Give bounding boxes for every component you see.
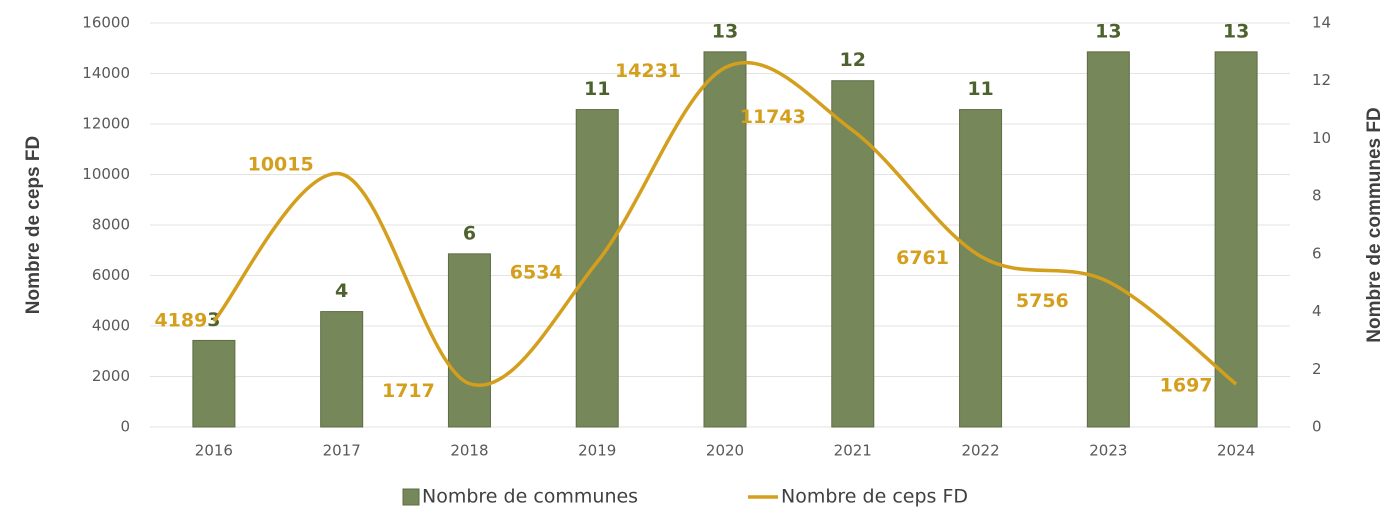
legend-swatch [402, 488, 420, 506]
line-label: 10015 [248, 154, 314, 176]
y2-tick-label: 8 [1312, 187, 1322, 205]
y-tick-label: 6000 [92, 266, 130, 284]
legend-label: Nombre de communes [422, 486, 638, 508]
y-tick-label: 0 [120, 418, 130, 436]
line-label: 14231 [615, 60, 681, 82]
y-tick-label: 2000 [92, 367, 130, 385]
y-tick-label: 14000 [82, 64, 130, 82]
x-tick-label: 2017 [323, 442, 361, 460]
bar [447, 253, 491, 428]
x-tick-label: 2023 [1089, 442, 1127, 460]
y-tick-label: 4000 [92, 317, 130, 335]
line-label: 5756 [1016, 290, 1069, 312]
y2-tick-label: 12 [1312, 71, 1331, 89]
y-tick-label: 10000 [82, 165, 130, 183]
bar [831, 80, 875, 428]
y-tick-label: 16000 [82, 14, 130, 32]
bar [192, 339, 236, 428]
bar-label: 6 [463, 222, 476, 244]
x-tick-label: 2018 [450, 442, 488, 460]
bar-label: 13 [1095, 20, 1121, 42]
x-tick-label: 2016 [195, 442, 233, 460]
bar [575, 109, 619, 428]
bar-label: 12 [840, 49, 866, 71]
bar-label: 11 [584, 78, 610, 100]
bar-label: 4 [335, 280, 348, 302]
y2-tick-label: 14 [1312, 14, 1331, 32]
bar-label: 13 [712, 20, 738, 42]
line-label: 1697 [1160, 375, 1213, 397]
y2-tick-label: 6 [1312, 244, 1322, 262]
x-tick-label: 2024 [1217, 442, 1255, 460]
line-label: 4189 [154, 310, 207, 332]
bar [1214, 51, 1258, 428]
x-tick-label: 2019 [578, 442, 616, 460]
line [212, 60, 1238, 388]
bar [1086, 51, 1130, 428]
x-tick-label: 2022 [961, 442, 999, 460]
x-tick-label: 2021 [834, 442, 872, 460]
y-tick-label: 8000 [92, 216, 130, 234]
y-axis-title: Nombre de ceps FD [23, 136, 44, 314]
bar [959, 109, 1003, 428]
bar [703, 51, 747, 428]
line-label: 6534 [510, 262, 563, 284]
y-tick-label: 12000 [82, 115, 130, 133]
y2-tick-label: 4 [1312, 302, 1322, 320]
line-label: 11743 [740, 106, 806, 128]
legend-label: Nombre de ceps FD [781, 486, 968, 508]
line-label: 6761 [896, 247, 949, 269]
y2-tick-label: 0 [1312, 418, 1322, 436]
line-label: 1717 [382, 380, 435, 402]
x-tick-label: 2020 [706, 442, 744, 460]
y2-tick-label: 2 [1312, 360, 1322, 378]
y2-tick-label: 10 [1312, 129, 1331, 147]
bar [320, 311, 364, 428]
y2-axis-title: Nombre de communes FD [1364, 107, 1385, 342]
bar-label: 11 [967, 78, 993, 100]
bar-label: 13 [1223, 20, 1249, 42]
